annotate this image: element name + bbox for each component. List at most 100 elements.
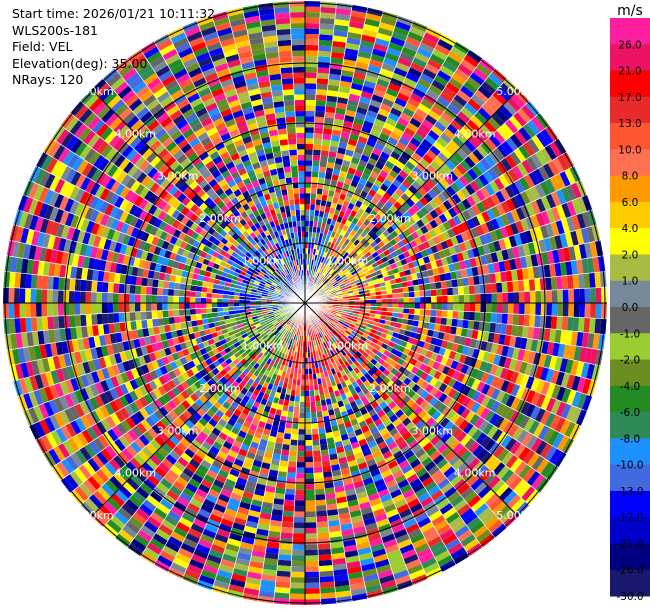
velocity-gate (493, 354, 502, 366)
velocity-gate (460, 143, 473, 157)
velocity-gate (447, 170, 459, 183)
velocity-gate (401, 165, 413, 175)
velocity-gate (477, 107, 492, 121)
velocity-gate (305, 555, 319, 562)
velocity-gate (380, 311, 387, 316)
velocity-gate (397, 287, 404, 294)
velocity-gate (179, 315, 186, 323)
velocity-gate (315, 266, 319, 273)
velocity-gate (458, 260, 467, 270)
velocity-gate (325, 308, 332, 312)
velocity-gate (554, 262, 562, 277)
velocity-gate (325, 106, 336, 114)
velocity-gate (392, 102, 405, 113)
velocity-gate (407, 349, 416, 358)
velocity-gate (507, 303, 514, 314)
velocity-gate (443, 107, 458, 120)
velocity-gate (284, 494, 295, 501)
velocity-gate (374, 236, 382, 245)
velocity-gate (290, 439, 298, 446)
velocity-gate (530, 391, 541, 406)
velocity-gate (500, 157, 513, 172)
velocity-gate (228, 298, 234, 303)
velocity-gate (457, 63, 473, 77)
velocity-gate (348, 303, 355, 306)
velocity-gate (321, 284, 327, 290)
velocity-gate (338, 86, 351, 94)
velocity-gate (437, 192, 448, 203)
velocity-gate (504, 184, 516, 199)
velocity-gate (466, 328, 474, 339)
velocity-gate (318, 256, 323, 262)
velocity-gate (291, 423, 299, 430)
velocity-gate (570, 360, 579, 376)
velocity-gate (326, 90, 339, 97)
velocity-gate (354, 146, 365, 155)
velocity-gate (118, 303, 125, 313)
velocity-gate (346, 37, 361, 46)
velocity-gate (476, 213, 486, 225)
velocity-gate (145, 311, 153, 320)
velocity-gate (305, 582, 320, 589)
velocity-gate (410, 253, 418, 262)
velocity-gate (581, 378, 592, 395)
velocity-gate (559, 357, 569, 373)
velocity-gate (441, 188, 452, 200)
velocity-gate (305, 544, 318, 551)
velocity-gate (516, 325, 524, 338)
velocity-gate (360, 254, 368, 262)
velocity-gate (329, 268, 335, 275)
velocity-gate (370, 299, 377, 303)
velocity-gate (466, 195, 477, 207)
velocity-gate (391, 31, 408, 42)
velocity-gate (504, 154, 517, 169)
velocity-gate (395, 62, 410, 73)
velocity-gate (305, 522, 317, 529)
velocity-gate (317, 532, 330, 539)
velocity-gate (357, 270, 364, 276)
velocity-gate (467, 98, 482, 112)
velocity-gate (456, 201, 467, 213)
velocity-gate (341, 159, 351, 168)
velocity-gate (334, 13, 351, 21)
velocity-gate (364, 180, 374, 189)
velocity-gate (504, 224, 514, 237)
velocity-gate (320, 256, 326, 263)
velocity-gate (463, 240, 473, 251)
velocity-gate (189, 303, 196, 310)
velocity-gate (488, 72, 504, 87)
velocity-gate (291, 549, 305, 556)
velocity-gate (288, 450, 298, 457)
velocity-gate (423, 32, 440, 44)
velocity-gate (571, 375, 581, 392)
velocity-gate (552, 157, 565, 174)
velocity-gate (545, 208, 556, 224)
velocity-gate (305, 116, 315, 123)
velocity-gate (337, 247, 344, 255)
velocity-gate (363, 23, 379, 33)
velocity-gate (454, 68, 470, 81)
velocity-gate (485, 253, 493, 265)
velocity-gate (340, 75, 353, 83)
velocity-gate (485, 283, 492, 294)
velocity-gate (557, 248, 566, 263)
velocity-gate (435, 354, 444, 364)
velocity-gate (318, 565, 334, 572)
velocity-gate (568, 345, 577, 361)
velocity-gate (499, 367, 509, 380)
velocity-gate (325, 310, 331, 315)
velocity-gate (450, 360, 459, 370)
velocity-gate (466, 76, 482, 90)
velocity-gate (296, 456, 305, 463)
velocity-gate (315, 285, 320, 291)
velocity-gate (583, 317, 591, 333)
velocity-gate (305, 237, 309, 243)
velocity-gate (310, 187, 318, 194)
velocity-gate (456, 190, 467, 202)
velocity-gate (510, 383, 521, 397)
velocity-gate (515, 206, 526, 221)
velocity-gate (384, 320, 391, 326)
velocity-gate (343, 300, 349, 303)
velocity-gate (312, 277, 317, 283)
velocity-gate (356, 281, 363, 287)
